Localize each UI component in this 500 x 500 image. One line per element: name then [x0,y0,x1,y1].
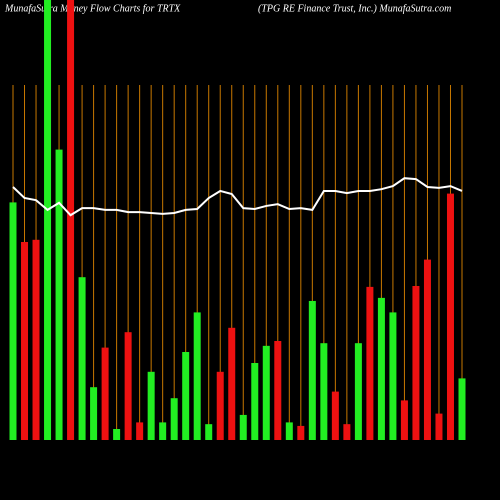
bar [21,242,29,440]
bar [354,343,362,440]
bar [78,277,86,440]
bar [101,347,109,440]
bar [297,425,305,440]
bar [412,286,420,440]
bar [205,424,213,440]
bar [377,297,385,440]
bar [331,391,339,440]
bar [262,345,270,440]
bar [136,422,144,440]
bar [251,363,259,440]
bar [423,259,431,440]
bar [435,413,443,440]
bar [366,286,374,440]
flow-line [12,177,463,217]
bar [55,149,63,440]
bar [124,332,132,440]
bar [170,398,178,440]
bar [113,429,121,440]
bar [182,352,190,440]
bar [147,371,155,440]
bar [343,424,351,440]
bar [400,400,408,440]
bar [159,422,167,440]
bar [239,414,247,440]
bar [320,343,328,440]
bar [308,300,316,440]
bar [446,193,454,440]
bar [458,378,466,440]
chart-title: MunafaSutra Money Flow Charts for TRTX [4,3,181,14]
bar [9,202,17,440]
bar [274,341,282,440]
chart-subtitle: (TPG RE Finance Trust, Inc.) MunafaSutra… [258,3,451,14]
bar [90,387,98,440]
bar [389,312,397,440]
bar [32,239,40,440]
bar [193,312,201,440]
bar [44,0,52,440]
bar [216,371,224,440]
bar [285,422,293,440]
bar [228,327,236,440]
bar [67,0,75,440]
